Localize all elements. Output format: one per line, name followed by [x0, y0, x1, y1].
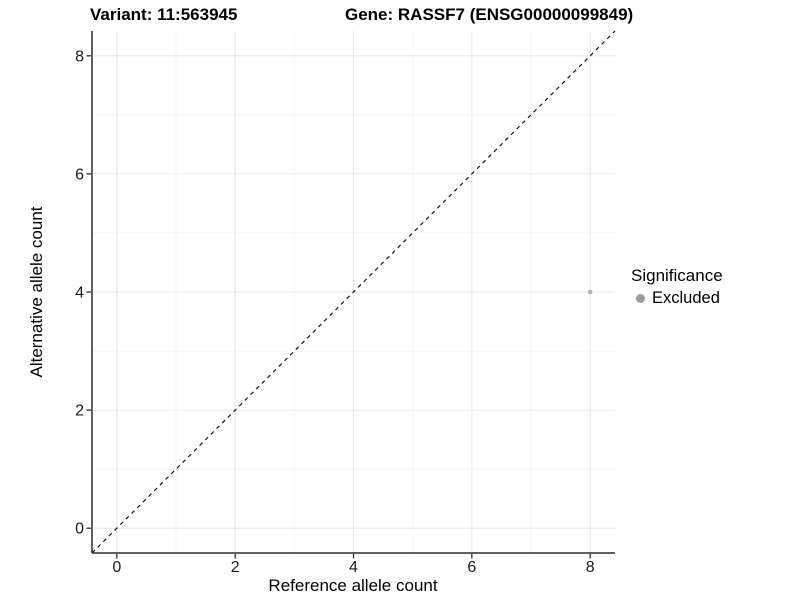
y-tick-label: 2	[75, 403, 84, 420]
variant-title: Variant: 11:563945	[90, 5, 238, 24]
x-tick-label: 2	[231, 559, 240, 576]
gene-title: Gene: RASSF7 (ENSG00000099849)	[345, 5, 634, 24]
y-tick-label: 4	[75, 285, 84, 302]
legend-title: Significance	[631, 266, 723, 285]
identity-dashed-line	[91, 30, 616, 554]
y-tick-label: 0	[75, 521, 84, 538]
legend-point-icon	[635, 294, 645, 303]
data-point	[587, 289, 593, 295]
legend-item-label: Excluded	[652, 289, 720, 307]
x-tick-label: 8	[586, 559, 595, 576]
x-axis-title: Reference allele count	[268, 576, 438, 595]
y-tick-label: 8	[75, 48, 84, 65]
legend-key	[631, 290, 649, 308]
legend-item: Excluded	[631, 289, 723, 308]
legend: Significance Excluded	[631, 266, 723, 308]
x-tick-label: 4	[349, 559, 358, 576]
y-axis-title: Alternative allele count	[27, 206, 46, 378]
y-tick-label: 6	[75, 166, 84, 183]
legend-items: Excluded	[631, 289, 723, 308]
x-tick-label: 6	[467, 559, 476, 576]
x-tick-label: 0	[112, 559, 121, 576]
